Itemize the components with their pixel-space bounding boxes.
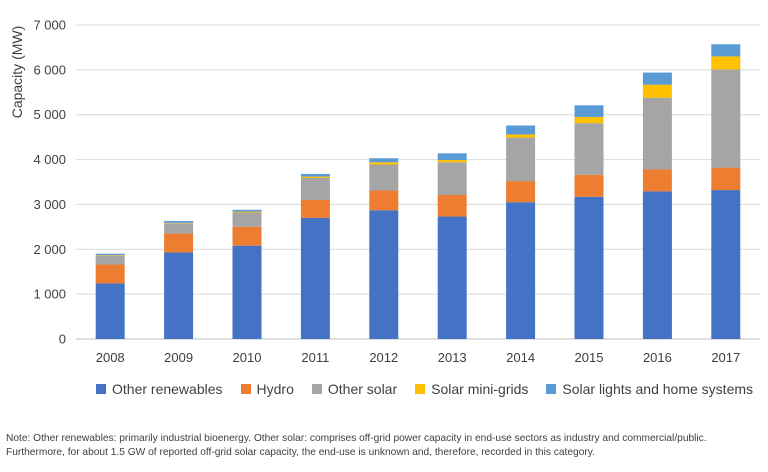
bar-segment [369, 190, 399, 211]
bar-segment [642, 191, 672, 339]
legend-label: Hydro [256, 381, 294, 397]
y-tick-label: 7 000 [33, 18, 66, 33]
bar-segment [711, 167, 741, 191]
bar-segment [232, 245, 262, 339]
bar-segment [506, 125, 536, 135]
bar-segment [642, 84, 672, 98]
y-tick-label: 1 000 [33, 287, 66, 302]
bar-segment [164, 233, 194, 253]
legend-item-hydro: Hydro [240, 381, 294, 397]
chart: 0 1 000 2 000 3 000 4 000 5 000 6 000 7 000 200… [9, 18, 760, 365]
bar-segment [642, 169, 672, 192]
bar-segment [437, 216, 467, 339]
bar-segment [574, 116, 604, 124]
bar-segment [232, 212, 262, 227]
bar-segment [369, 158, 399, 163]
bar-segment [369, 164, 399, 191]
bar-segment [642, 72, 672, 85]
bar-segment [164, 252, 194, 339]
bar-segment [300, 177, 330, 200]
bar-segment [711, 190, 741, 339]
x-tick-label: 2008 [96, 350, 125, 365]
bar-segment [95, 283, 125, 339]
x-tick-label: 2017 [711, 350, 740, 365]
x-tick-label: 2010 [233, 350, 262, 365]
legend-label: Other renewables [112, 381, 223, 397]
legend-label: Other solar [327, 381, 398, 397]
chart-note: Note: Other renewables: primarily indust… [6, 432, 764, 460]
bar-segment [574, 174, 604, 197]
bar-segment [95, 255, 125, 265]
legend-item-other-renewables: Other renewables [96, 381, 223, 397]
bar-segment [232, 226, 262, 246]
y-tick-label: 5 000 [33, 107, 66, 122]
legend-item-other-solar: Other solar [311, 381, 398, 397]
bar-segment [369, 210, 399, 339]
legend-swatch [96, 384, 106, 394]
bar-segment [437, 162, 467, 196]
bar-segment [574, 105, 604, 117]
y-axis-ticks: 0 1 000 2 000 3 000 4 000 5 000 6 000 7 000 [33, 18, 66, 347]
x-tick-label: 2013 [438, 350, 467, 365]
bar-segment [300, 217, 330, 339]
legend-swatch [546, 384, 557, 394]
legend: Other renewables Hydro Other solar Solar… [96, 381, 753, 397]
y-tick-label: 2 000 [33, 242, 66, 257]
legend-item-solar-mini-grids: Solar mini-grids [415, 381, 528, 397]
bar-segment [95, 253, 125, 256]
x-tick-label: 2011 [301, 350, 329, 365]
bar-segment [232, 209, 262, 212]
bar-segment [437, 195, 467, 217]
bar-segment [506, 134, 536, 138]
bar-segment [300, 173, 330, 177]
x-tick-label: 2012 [369, 350, 398, 365]
bar-segment [95, 264, 125, 284]
legend-label: Solar lights and home systems [562, 381, 754, 397]
legend-item-solar-lights-home-systems: Solar lights and home systems [546, 381, 753, 397]
bar-segment [300, 199, 330, 218]
bar-segment [642, 97, 672, 170]
legend-swatch [415, 384, 426, 394]
y-tick-label: 6 000 [33, 62, 66, 77]
bars [95, 44, 741, 339]
bar-segment [711, 69, 741, 168]
y-tick-label: 3 000 [33, 197, 66, 212]
bar-segment [300, 176, 330, 178]
x-tick-label: 2014 [506, 350, 535, 365]
bar-segment [232, 211, 262, 213]
bar-segment [369, 162, 399, 165]
bar-segment [574, 123, 604, 175]
y-axis-label: Capacity (MW) [9, 26, 25, 119]
legend-swatch [240, 384, 251, 394]
bar-segment [164, 223, 194, 234]
legend-swatch [311, 384, 322, 394]
bar-segment [711, 44, 741, 57]
note-line-1: Note: Other renewables: primarily indust… [6, 433, 707, 444]
note-line-2: Furthermore, for about 1.5 GW of reporte… [6, 447, 595, 458]
bar-segment [506, 137, 536, 182]
x-tick-label: 2015 [575, 350, 604, 365]
bar-segment [506, 202, 536, 339]
y-tick-label: 0 [59, 332, 66, 347]
bar-segment [574, 196, 604, 339]
bar-segment [506, 181, 536, 203]
y-tick-label: 4 000 [33, 152, 66, 167]
bar-segment [437, 160, 467, 163]
legend-label: Solar mini-grids [431, 381, 529, 397]
x-axis-ticks: 2008 2009 2010 2011 2012 2013 2014 2015 2016 2017 [96, 350, 741, 365]
bar-segment [164, 221, 194, 223]
x-tick-label: 2016 [643, 350, 672, 365]
bar-segment [711, 56, 741, 70]
x-tick-label: 2009 [164, 350, 193, 365]
bar-segment [437, 153, 467, 161]
